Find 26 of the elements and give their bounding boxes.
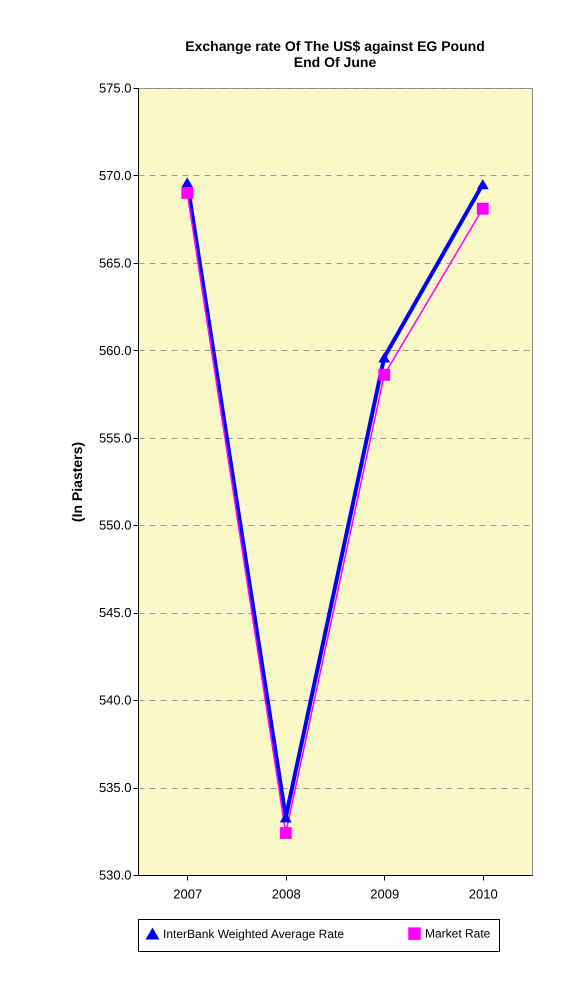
y-tick-label: 575.0 bbox=[98, 80, 132, 96]
x-tick-label: 2008 bbox=[272, 886, 301, 902]
y-tick-label: 560.0 bbox=[98, 342, 132, 358]
x-tick-label: 2007 bbox=[173, 886, 202, 902]
point bbox=[378, 352, 390, 362]
y-tick-label: 530.0 bbox=[98, 868, 132, 882]
point bbox=[181, 187, 194, 199]
y-tick-label: 540.0 bbox=[98, 692, 132, 708]
legend-label: Market Rate bbox=[425, 926, 491, 941]
x-tick-label: 2009 bbox=[370, 886, 400, 902]
y-tick-label: 555.0 bbox=[98, 430, 132, 446]
point bbox=[476, 202, 489, 215]
point bbox=[476, 179, 489, 190]
point bbox=[181, 177, 194, 188]
point bbox=[280, 827, 292, 839]
y-tick-label: 565.0 bbox=[98, 255, 132, 270]
y-tick-label: 570.0 bbox=[98, 168, 132, 183]
legend-label: InterBank Weighted Average Rate bbox=[163, 926, 344, 941]
chart-subtitle: End Of June bbox=[294, 54, 376, 70]
y-tick-label: 545.0 bbox=[98, 605, 132, 620]
y-tick-label: 535.0 bbox=[98, 780, 132, 796]
chart-title: Exchange rate Of The US$ against EG Pound bbox=[185, 38, 485, 54]
y-axis-title: (In Piasters) bbox=[68, 442, 85, 522]
y-tick-label: 550.0 bbox=[98, 518, 132, 533]
point bbox=[378, 368, 390, 381]
x-tick-label: 2010 bbox=[468, 886, 498, 902]
